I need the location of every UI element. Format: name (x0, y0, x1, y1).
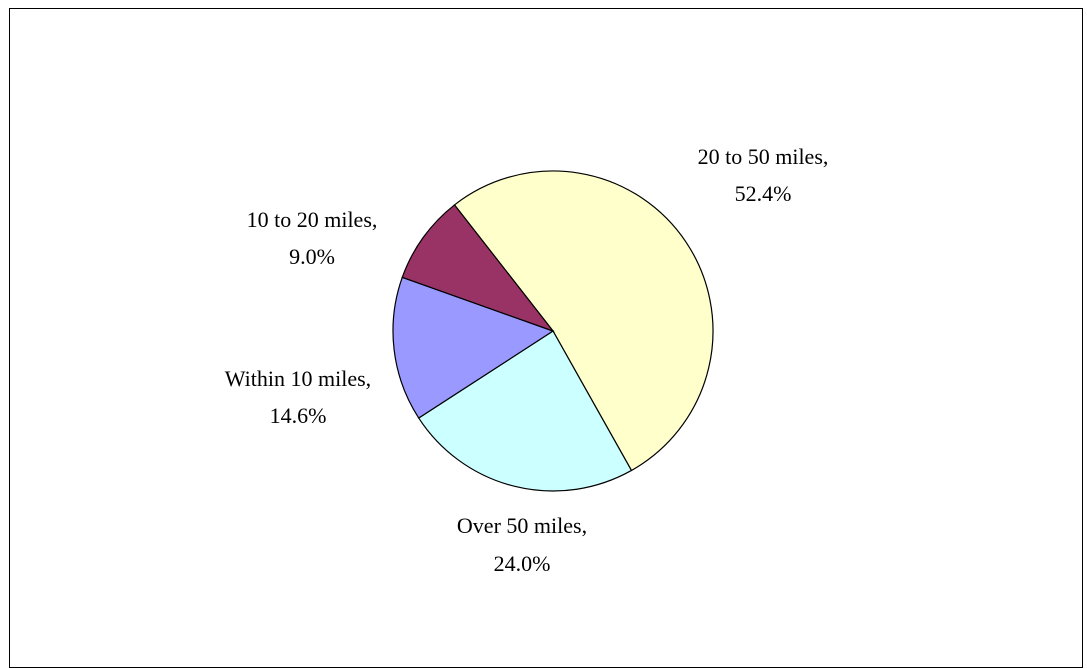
slice-over-50-miles (417, 330, 633, 492)
slice-label-over-50: Over 50 miles, (457, 513, 587, 538)
slice-label-10-20: 10 to 20 miles, (247, 207, 378, 232)
slice-value-within-10: 14.6% (270, 403, 327, 428)
slice-10-to-20-miles (401, 204, 555, 333)
slice-20-to-50-miles (453, 170, 714, 472)
slice-value-10-20: 9.0% (289, 244, 335, 269)
slice-within-10-miles (392, 276, 555, 419)
pie-labels: 20 to 50 miles, 52.4% Over 50 miles, 24.… (225, 144, 829, 576)
pie-slices (392, 170, 714, 492)
slice-label-within-10: Within 10 miles, (225, 366, 371, 391)
slice-label-20-50: 20 to 50 miles, (698, 144, 829, 169)
slice-value-over-50: 24.0% (494, 551, 551, 576)
slice-value-20-50: 52.4% (735, 181, 792, 206)
